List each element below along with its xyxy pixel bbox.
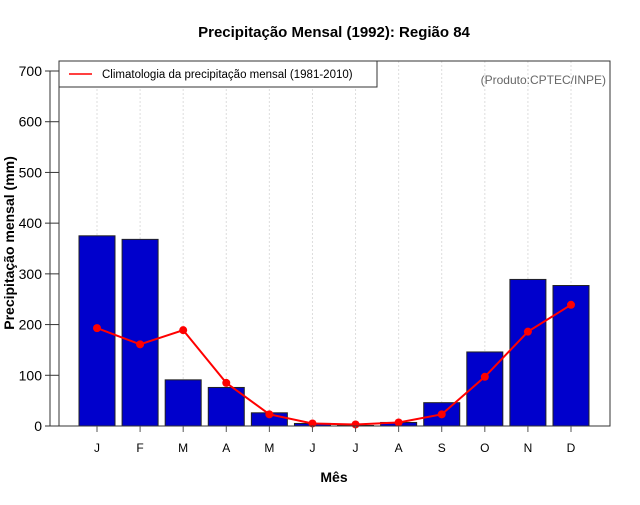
- x-tick-label: J: [94, 441, 100, 455]
- legend: Climatologia da precipitação mensal (198…: [58, 60, 378, 88]
- y-axis: 0 100 200 300 400 500 600 700: [19, 63, 59, 434]
- x-axis-label: Mês: [320, 469, 347, 485]
- x-tick-label: J: [309, 441, 315, 455]
- y-tick-label: 400: [19, 215, 43, 231]
- climatology-point-1: [136, 340, 145, 349]
- climatology-point-11: [567, 300, 575, 309]
- bar-1: [121, 238, 159, 427]
- bar-10: [509, 278, 547, 427]
- legend-box: [58, 60, 378, 88]
- x-tick-label: N: [524, 441, 533, 455]
- y-tick-label: 600: [19, 114, 43, 130]
- chart-title: Precipitação Mensal (1992): Região 84: [198, 24, 470, 41]
- y-tick-label: 0: [34, 418, 42, 434]
- climatology-point-10: [523, 327, 532, 336]
- y-tick-label: 200: [19, 317, 43, 333]
- climatology-point-8: [437, 410, 446, 419]
- x-tick-label: O: [480, 441, 489, 455]
- climatology-point-2: [179, 326, 188, 335]
- climatology-point-4: [265, 410, 274, 419]
- y-axis-label: Precipitação mensal (mm): [1, 156, 17, 330]
- x-tick-label: S: [438, 441, 446, 455]
- x-tick-label: J: [353, 441, 359, 455]
- y-tick-label: 700: [19, 63, 43, 79]
- climatology-point-5: [308, 419, 317, 428]
- x-tick-label: M: [178, 441, 188, 455]
- legend-entry-climatology: Climatologia da precipitação mensal (198…: [102, 69, 353, 81]
- source-annotation: (Produto:CPTEC/INPE): [481, 73, 606, 87]
- climatology-point-9: [480, 372, 489, 381]
- y-tick-label: 100: [19, 367, 43, 383]
- bars-group: [78, 235, 590, 427]
- bar-11: [552, 285, 590, 427]
- x-tick-label: F: [136, 441, 143, 455]
- x-tick-label: M: [264, 441, 274, 455]
- climatology-line: [96, 303, 572, 426]
- y-tick-label: 300: [19, 266, 43, 282]
- x-tick-label: D: [567, 441, 576, 455]
- bar-2: [164, 379, 202, 427]
- climatology-line-group: [93, 300, 575, 429]
- climatology-point-7: [394, 418, 403, 427]
- climatology-point-0: [93, 324, 101, 333]
- x-tick-label: A: [222, 441, 230, 455]
- x-tick-label: A: [395, 441, 403, 455]
- climatology-point-3: [222, 378, 231, 387]
- y-tick-label: 500: [19, 164, 43, 180]
